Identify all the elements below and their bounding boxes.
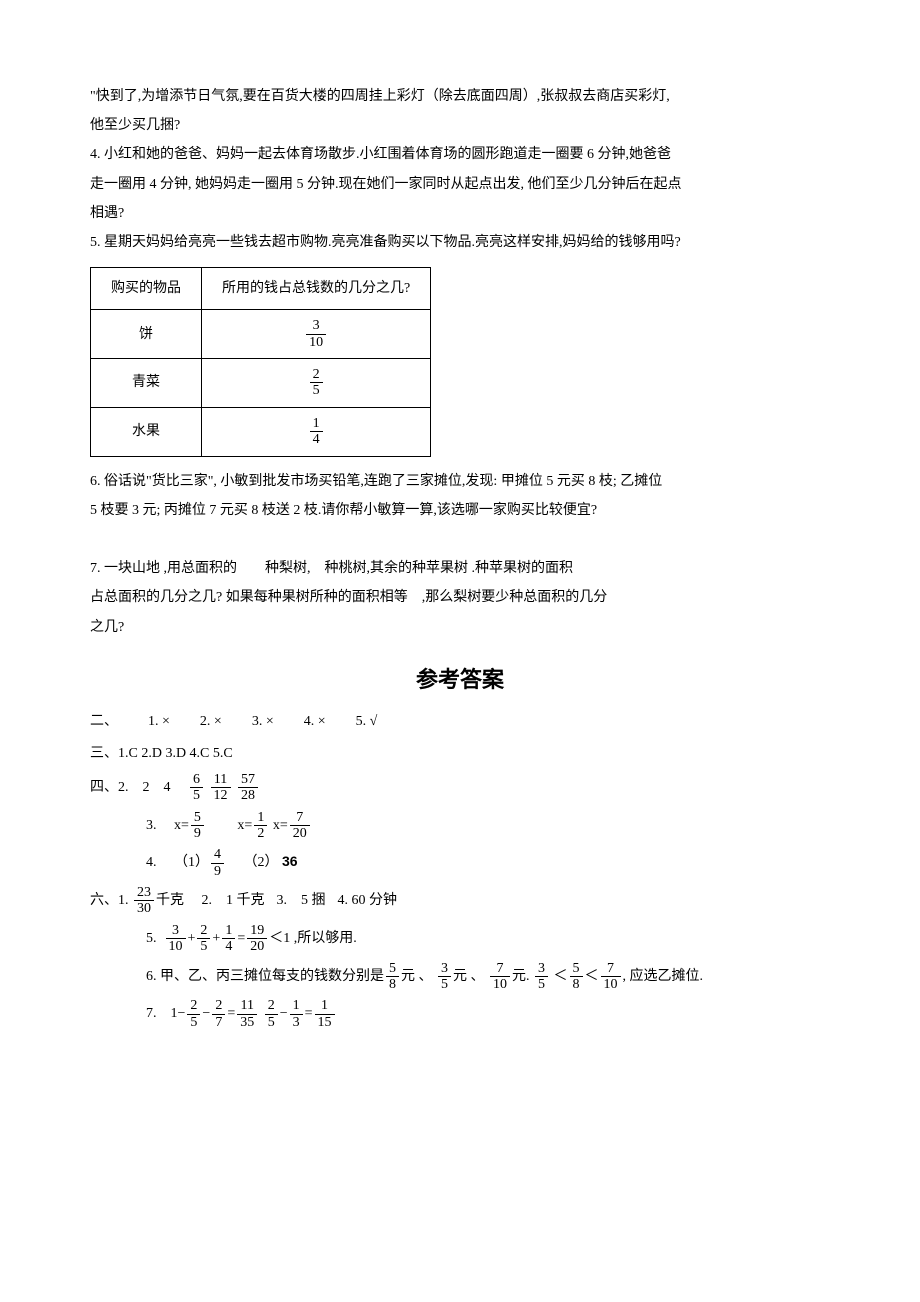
- q5-line1: 5. 星期天妈妈给亮亮一些钱去超市购物.亮亮准备购买以下物品.亮亮这样安排,妈妈…: [90, 230, 830, 255]
- eq-pre: x=: [273, 818, 288, 833]
- q4-line2: 走一圈用 4 分钟, 她妈妈走一圈用 5 分钟.现在她们一家同时从起点出发, 他…: [90, 172, 830, 197]
- a4-prefix: 四、: [90, 780, 118, 795]
- frac: 310: [166, 923, 186, 955]
- a6-l1-unit: 千克: [156, 893, 184, 908]
- frac: 25: [197, 923, 210, 955]
- answer-section-4-line3: 3. x=59 x=12 x=720: [90, 810, 830, 842]
- table-cell-frac: 14: [202, 407, 431, 456]
- q3-line1: "快到了,为增添节日气氛,要在百货大楼的四周挂上彩灯（除去底面四周）,张叔叔去商…: [90, 84, 830, 109]
- frac-den: 4: [310, 432, 323, 447]
- a4-l2-pre: 2. 2 4: [118, 780, 171, 795]
- q4-line3: 相遇?: [90, 201, 830, 226]
- table-row: 水果 14: [91, 407, 431, 456]
- a4-l3-label: 3.: [146, 818, 157, 833]
- frac: 59: [191, 810, 204, 842]
- a6-l1-label: 1.: [118, 893, 129, 908]
- a6-l6-pre: 6. 甲、乙、丙三摊位每支的钱数分别是: [146, 969, 384, 984]
- frac: 2330: [134, 885, 154, 917]
- a6-prefix: 六、: [90, 893, 118, 908]
- a6-l1-rest: 3. 5 捆: [277, 893, 326, 908]
- a4-l4-p2val: 36: [282, 853, 298, 869]
- frac-num: 1: [310, 416, 323, 432]
- a2-item: 4. ×: [304, 714, 326, 729]
- frac: 58: [570, 961, 583, 993]
- table-row: 青菜 25: [91, 359, 431, 408]
- frac-den: 10: [306, 335, 326, 350]
- a4-l4-p2: （2）: [244, 855, 283, 870]
- table-cell-item: 饼: [91, 310, 202, 359]
- frac: 710: [601, 961, 621, 993]
- a4-l4-label: 4.: [146, 855, 157, 870]
- a2-prefix: 二、: [90, 714, 118, 729]
- a6-l7-label: 7.: [146, 1007, 171, 1022]
- frac: 25: [265, 998, 278, 1030]
- table-row: 饼 310: [91, 310, 431, 359]
- q7-line2: 占总面积的几分之几? 如果每种果树所种的面积相等 ,那么梨树要少种总面积的几分: [90, 585, 830, 610]
- q6-line2: 5 枝要 3 元; 丙摊位 7 元买 8 枝送 2 枝.请你帮小敏算一算,该选哪…: [90, 498, 830, 523]
- frac: 25: [187, 998, 200, 1030]
- a2-item: 5. √: [356, 714, 378, 729]
- frac-num: 2: [310, 367, 323, 383]
- frac-den: 5: [310, 383, 323, 398]
- table-header-1: 购买的物品: [91, 268, 202, 310]
- table-cell-frac: 25: [202, 359, 431, 408]
- q5-table: 购买的物品 所用的钱占总钱数的几分之几? 饼 310 青菜 25 水果 14: [90, 267, 431, 457]
- a2-item: 3. ×: [252, 714, 274, 729]
- frac: 1112: [211, 772, 231, 804]
- q7-line1: 7. 一块山地 ,用总面积的 种梨树, 种桃树,其余的种苹果树 .种苹果树的面积: [90, 556, 830, 581]
- frac: 35: [438, 961, 451, 993]
- frac: 14: [222, 923, 235, 955]
- frac: 1920: [247, 923, 267, 955]
- eq-pre: x=: [237, 818, 252, 833]
- answer-title: 参考答案: [90, 660, 830, 700]
- eq-pre: x=: [174, 818, 189, 833]
- a6-l1-rest: 2. 1 千克: [202, 893, 265, 908]
- answer-section-6-line5: 5. 310+25+14=1920＜1 ,所以够用.: [90, 923, 830, 955]
- table-cell-frac: 310: [202, 310, 431, 359]
- a2-item: 2. ×: [200, 714, 222, 729]
- frac: 49: [211, 847, 224, 879]
- answer-section-3: 三、1.C 2.D 3.D 4.C 5.C: [90, 741, 830, 766]
- frac: 5728: [238, 772, 258, 804]
- frac: 27: [212, 998, 225, 1030]
- frac: 115: [315, 998, 335, 1030]
- table-header-2: 所用的钱占总钱数的几分之几?: [202, 268, 431, 310]
- q3-line2: 他至少买几捆?: [90, 113, 830, 138]
- table-cell-item: 青菜: [91, 359, 202, 408]
- a6-l1-rest: 4. 60 分钟: [338, 893, 398, 908]
- a6-l5-label: 5.: [146, 931, 157, 946]
- frac: 13: [290, 998, 303, 1030]
- answer-section-4-line4: 4. （1）49 （2） 36: [90, 847, 830, 879]
- frac: 1135: [237, 998, 257, 1030]
- q7-line3: 之几?: [90, 615, 830, 640]
- table-cell-item: 水果: [91, 407, 202, 456]
- a2-item: 1. ×: [148, 714, 170, 729]
- q6-line1: 6. 俗话说"货比三家", 小敏到批发市场买铅笔,连跑了三家摊位,发现: 甲摊位…: [90, 469, 830, 494]
- answer-section-6-line7: 7. 1−25−27=1135 25−13=115: [90, 998, 830, 1030]
- answer-section-6-line6: 6. 甲、乙、丙三摊位每支的钱数分别是58元 、 35元 、 710元. 35 …: [90, 961, 830, 993]
- a4-l4-p1pre: （1）: [174, 855, 209, 870]
- frac-num: 3: [306, 318, 326, 334]
- answer-section-2: 二、 1. × 2. × 3. × 4. × 5. √: [90, 709, 830, 734]
- frac: 58: [386, 961, 399, 993]
- frac: 35: [535, 961, 548, 993]
- answer-section-6-line1: 六、1. 2330千克 2. 1 千克 3. 5 捆 4. 60 分钟: [90, 885, 830, 917]
- q4-line1: 4. 小红和她的爸爸、妈妈一起去体育场散步.小红围着体育场的圆形跑道走一圈要 6…: [90, 142, 830, 167]
- answer-section-4-line2: 四、2. 2 4 65 1112 5728: [90, 772, 830, 804]
- table-row: 购买的物品 所用的钱占总钱数的几分之几?: [91, 268, 431, 310]
- frac: 12: [254, 810, 267, 842]
- frac: 710: [490, 961, 510, 993]
- frac: 720: [290, 810, 310, 842]
- frac: 65: [190, 772, 203, 804]
